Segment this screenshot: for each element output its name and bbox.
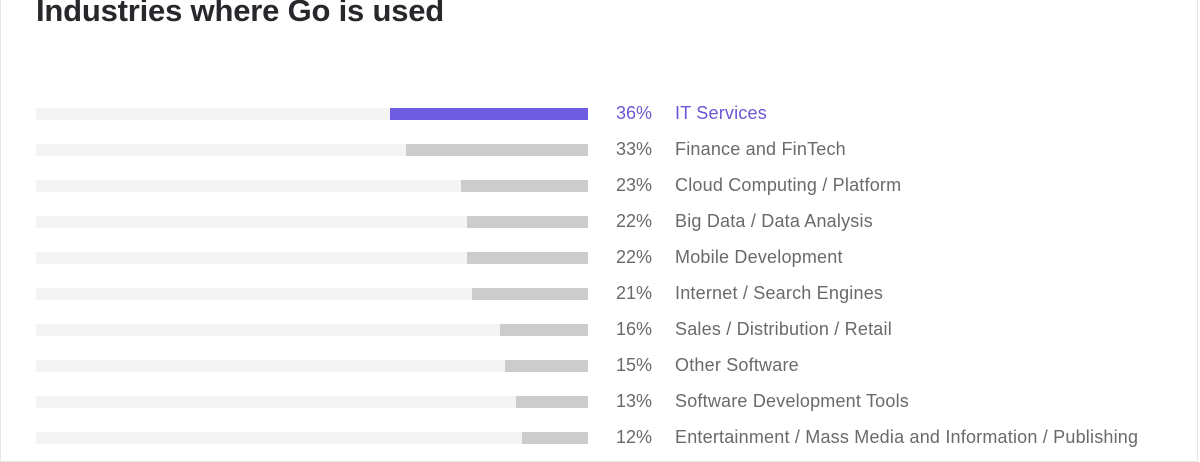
category-label: Software Development Tools [675, 391, 909, 411]
bar-row: 22% Big Data / Data Analysis [36, 208, 1186, 236]
bar [472, 288, 588, 300]
bar-row: 22% Mobile Development [36, 244, 1186, 272]
bar [516, 396, 588, 408]
value-label: 21% [615, 283, 652, 303]
value-label: 15% [615, 355, 652, 375]
category-label: Sales / Distribution / Retail [675, 319, 892, 339]
category-label: Finance and FinTech [675, 139, 846, 159]
bar-track [36, 360, 588, 372]
category-label: Internet / Search Engines [675, 283, 884, 303]
value-label: 36% [615, 103, 652, 123]
bar-row: 33% Finance and FinTech [36, 136, 1186, 164]
bar [522, 432, 588, 444]
bar [467, 216, 588, 228]
bar [390, 108, 588, 120]
bar-row: 13% Software Development Tools [36, 388, 1186, 416]
value-label: 22% [615, 247, 652, 267]
category-label: Big Data / Data Analysis [675, 211, 873, 231]
bar [461, 180, 588, 192]
bar-row: 12% Entertainment / Mass Media and Inform… [36, 424, 1186, 452]
category-label: Entertainment / Mass Media and Informati… [675, 427, 1139, 447]
chart-title: Industries where Go is used [36, 0, 445, 28]
category-label: Mobile Development [675, 247, 843, 267]
bar [467, 252, 588, 264]
bar-track [36, 144, 588, 156]
category-label: Other Software [675, 355, 799, 375]
bar-row: 21% Internet / Search Engines [36, 280, 1186, 308]
bar-row: 23% Cloud Computing / Platform [36, 172, 1186, 200]
value-label: 33% [615, 139, 652, 159]
value-label: 16% [615, 319, 652, 339]
bar [406, 144, 588, 156]
bar-row: 16% Sales / Distribution / Retail [36, 316, 1186, 344]
bar-track [36, 324, 588, 336]
bar-track [36, 180, 588, 192]
value-label: 22% [615, 211, 652, 231]
value-label: 23% [615, 175, 652, 195]
value-label: 12% [615, 427, 652, 447]
bar [500, 324, 588, 336]
bar-row: 15% Other Software [36, 352, 1186, 380]
bar-track [36, 288, 588, 300]
bar-track [36, 396, 588, 408]
value-label: 13% [615, 391, 652, 411]
bar-row: 36% IT Services [36, 100, 1186, 128]
bar-track [36, 216, 588, 228]
bar-track [36, 432, 588, 444]
bar [505, 360, 588, 372]
bar-track [36, 252, 588, 264]
category-label: IT Services [675, 103, 767, 123]
bar-track [36, 108, 588, 120]
category-label: Cloud Computing / Platform [675, 175, 902, 195]
